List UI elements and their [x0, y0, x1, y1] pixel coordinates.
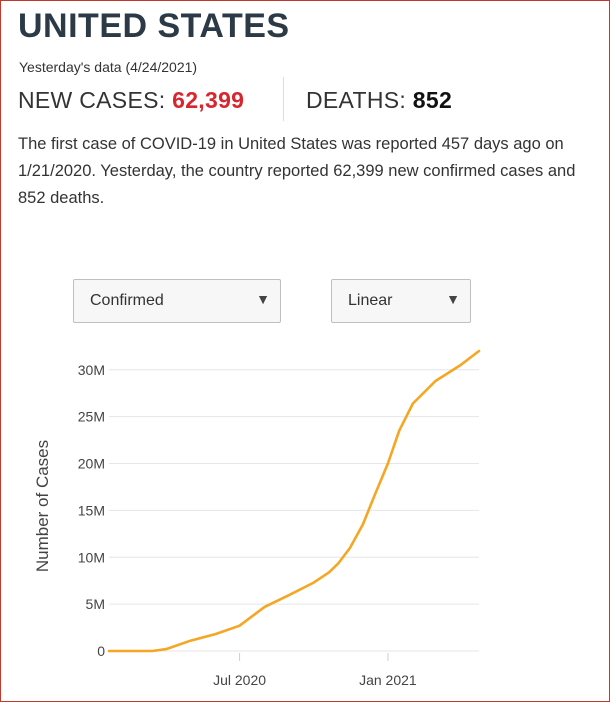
- metric-select[interactable]: Confirmed ▼: [73, 279, 281, 323]
- y-axis-title: Number of Cases: [33, 440, 52, 572]
- summary-covid: COVID-19: [139, 135, 217, 153]
- deaths-value: 852: [412, 87, 453, 113]
- country-title: UNITED STATES: [18, 7, 290, 45]
- summary-part-3: was reported 457 days ago on 1/21/2020. …: [18, 135, 576, 207]
- new-cases-label: NEW CASES:: [18, 87, 173, 113]
- x-tick-label: Jan 2021: [359, 672, 417, 688]
- y-tick-label: 15M: [78, 502, 105, 518]
- scale-select[interactable]: Linear ▼: [331, 279, 471, 323]
- series-line-confirmed: [107, 349, 481, 653]
- chevron-down-icon: ▼: [256, 291, 270, 307]
- new-cases-value: 62,399: [172, 87, 245, 113]
- metric-select-value: Confirmed: [90, 292, 164, 309]
- y-tick-label: 20M: [78, 456, 105, 472]
- y-tick-label: 0: [97, 643, 105, 659]
- y-tick-label: 10M: [78, 549, 105, 565]
- summary-part-1: The first case of: [18, 135, 140, 153]
- x-axis-ticks: Jul 2020 Jan 2021: [213, 653, 417, 688]
- new-cases-stat: NEW CASES: 62,399: [18, 87, 244, 114]
- stat-divider: [283, 77, 284, 121]
- deaths-stat: DEATHS: 852: [306, 87, 452, 114]
- chevron-down-icon: ▼: [446, 291, 460, 307]
- summary-part-2: in: [216, 135, 239, 153]
- y-tick-label: 30M: [78, 362, 105, 378]
- chart-grid: [109, 369, 479, 652]
- data-date: Yesterday's data (4/24/2021): [19, 59, 198, 75]
- y-tick-label: 5M: [86, 596, 105, 612]
- y-tick-label: 25M: [78, 409, 105, 425]
- x-tick-label: Jul 2020: [213, 672, 266, 688]
- deaths-label: DEATHS:: [306, 87, 413, 113]
- y-axis-ticks: 0 5M 10M 15M 20M 25M 30M: [78, 362, 105, 659]
- summary-text: The first case of COVID-19 in United Sta…: [18, 131, 598, 212]
- scale-select-value: Linear: [348, 292, 393, 309]
- summary-country: United States: [238, 135, 338, 153]
- cases-chart: 0 5M 10M 15M 20M 25M 30M Jul 2020 Jan 2021 Numb…: [33, 349, 481, 688]
